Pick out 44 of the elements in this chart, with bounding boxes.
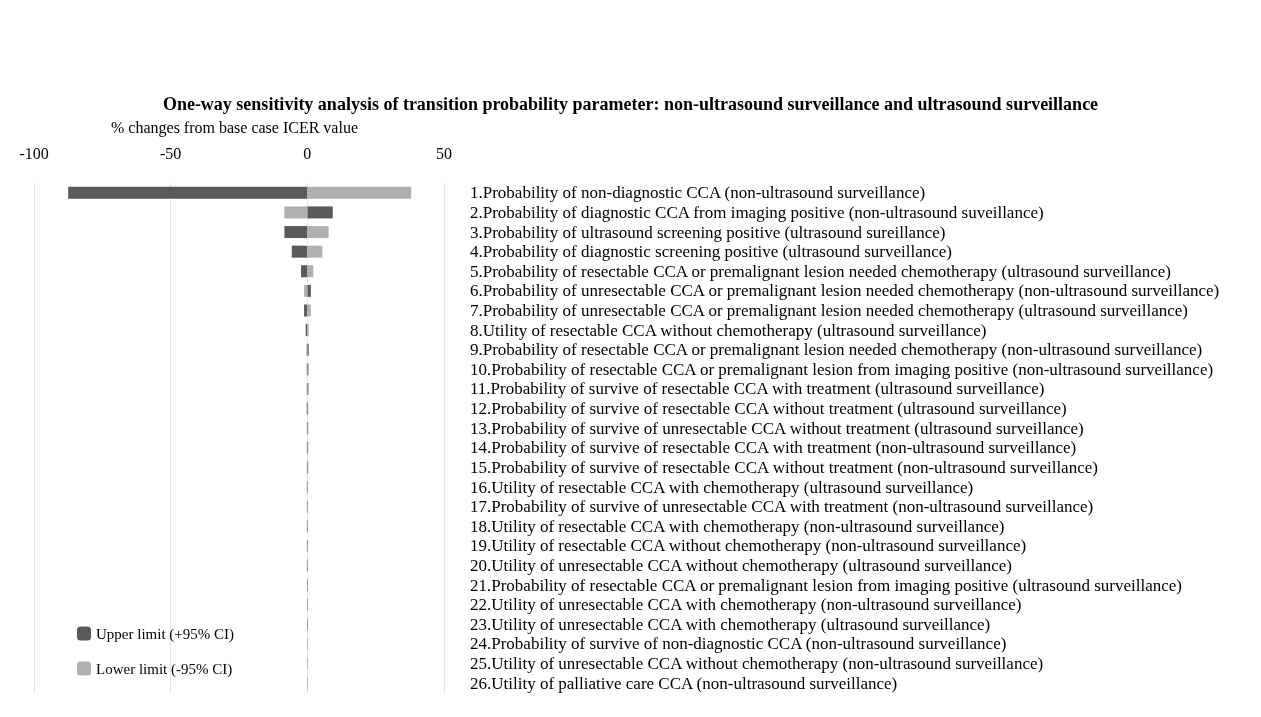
y-tick-label: 18.Utility of resectable CCA with chemotherapy (non-ultrasound surveillance) bbox=[470, 516, 1005, 536]
y-tick-label: 5.Probability of resectable CCA or premalignant lesion needed chemotherapy (ultrasound surveillance) bbox=[470, 261, 1172, 281]
bar bbox=[307, 186, 412, 199]
y-tick-label: 9.Probability of resectable CCA or premalignant lesion needed chemotherapy (non-ultrasound surveillance) bbox=[470, 340, 1203, 360]
y-tick-label: 3.Probability of ultrasound screening positive (ultrasound sureillance) bbox=[470, 222, 946, 242]
y-tick-label: 19.Utility of resectable CCA without chemotherapy (non-ultrasound surveillance) bbox=[470, 536, 1027, 556]
y-tick-label: 17.Probability of survive of unresectable CCA with treatment (non-ultrasound surveillance) bbox=[470, 497, 1094, 517]
y-tick-label: 7.Probability of unresectable CCA or premalignant lesion needed chemotherapy (ultrasound surveillance) bbox=[470, 301, 1189, 320]
bar bbox=[307, 265, 314, 278]
y-tick-label: 14.Probability of survive of resectable CCA with treatment (non-ultrasound surveillance) bbox=[470, 438, 1077, 458]
y-tick-label: 13.Probability of survive of unresectable CCA without treatment (ultrasound surveillance) bbox=[470, 418, 1084, 438]
y-tick-label: 26.Utility of palliative care CCA (non-ultrasound surveillance) bbox=[470, 673, 898, 693]
legend-label: Lower limit (-95% CI) bbox=[96, 660, 233, 678]
bar bbox=[284, 206, 308, 219]
y-tick-label: 25.Utility of unresectable CCA without chemotherapy (non-ultrasound surveillance) bbox=[470, 654, 1044, 674]
y-tick-label: 20.Utility of unresectable CCA without chemotherapy (ultrasound surveillance) bbox=[470, 556, 1012, 575]
bar bbox=[291, 245, 308, 258]
y-tick-label: 1.Probability of non-diagnostic CCA (non-ultrasound surveillance) bbox=[470, 183, 926, 203]
bar bbox=[307, 245, 323, 258]
x-tick-label: 50 bbox=[436, 144, 452, 162]
y-tick-label: 10.Probability of resectable CCA or premalignant lesion from imaging positive (non-ultrasound surveillance) bbox=[470, 359, 1214, 379]
bar bbox=[307, 206, 333, 219]
y-tick-label: 22.Utility of unresectable CCA with chemotherapy (non-ultrasound surveillance) bbox=[470, 595, 1022, 615]
y-tick-label: 23.Utility of unresectable CCA with chemotherapy (ultrasound surveillance) bbox=[470, 614, 991, 634]
bar bbox=[284, 226, 308, 239]
bar bbox=[68, 186, 308, 199]
legend-label: Upper limit (+95% CI) bbox=[96, 625, 235, 643]
y-tick-label: 4.Probability of diagnostic screening positive (ultrasound surveillance) bbox=[470, 242, 953, 262]
bar bbox=[307, 226, 329, 239]
text: One-way sensitivity analysis of transition probability parameter: non-ultrasound surveillance and ultrasound surveillance bbox=[162, 94, 1099, 114]
bar bbox=[301, 265, 308, 278]
x-axis-title: % changes from base case ICER value bbox=[111, 118, 359, 137]
y-tick-label: 12.Probability of survive of resectable CCA without treatment (ultrasound surveillance) bbox=[470, 399, 1067, 419]
y-tick-label: 21.Probability of resectable CCA or premalignant lesion from imaging positive (ultrasound surveillance) bbox=[470, 575, 1182, 595]
x-tick-label: 0 bbox=[303, 144, 312, 162]
y-tick-label: 2.Probability of diagnostic CCA from imaging positive (non-ultrasound suveillance) bbox=[470, 202, 1044, 222]
y-tick-label: 6.Probability of unresectable CCA or premalignant lesion needed chemotherapy (non-ultrasound surveillance) bbox=[470, 281, 1220, 301]
y-tick-label: 24.Probability of survive of non-diagnostic CCA (non-ultrasound surveillance) bbox=[470, 634, 1007, 654]
x-tick-label: -100 bbox=[19, 144, 49, 162]
x-tick-label: -50 bbox=[160, 144, 182, 162]
y-tick-label: 15.Probability of survive of resectable CCA without treatment (non-ultrasound surveillance) bbox=[470, 457, 1098, 477]
y-tick-label: 11.Probability of survive of resectable CCA with treatment (ultrasound surveillance) bbox=[470, 379, 1045, 399]
y-tick-label: 8.Utility of resectable CCA without chemotherapy (ultrasound surveillance) bbox=[470, 320, 987, 340]
y-tick-label: 16.Utility of resectable CCA with chemotherapy (ultrasound surveillance) bbox=[470, 477, 974, 497]
